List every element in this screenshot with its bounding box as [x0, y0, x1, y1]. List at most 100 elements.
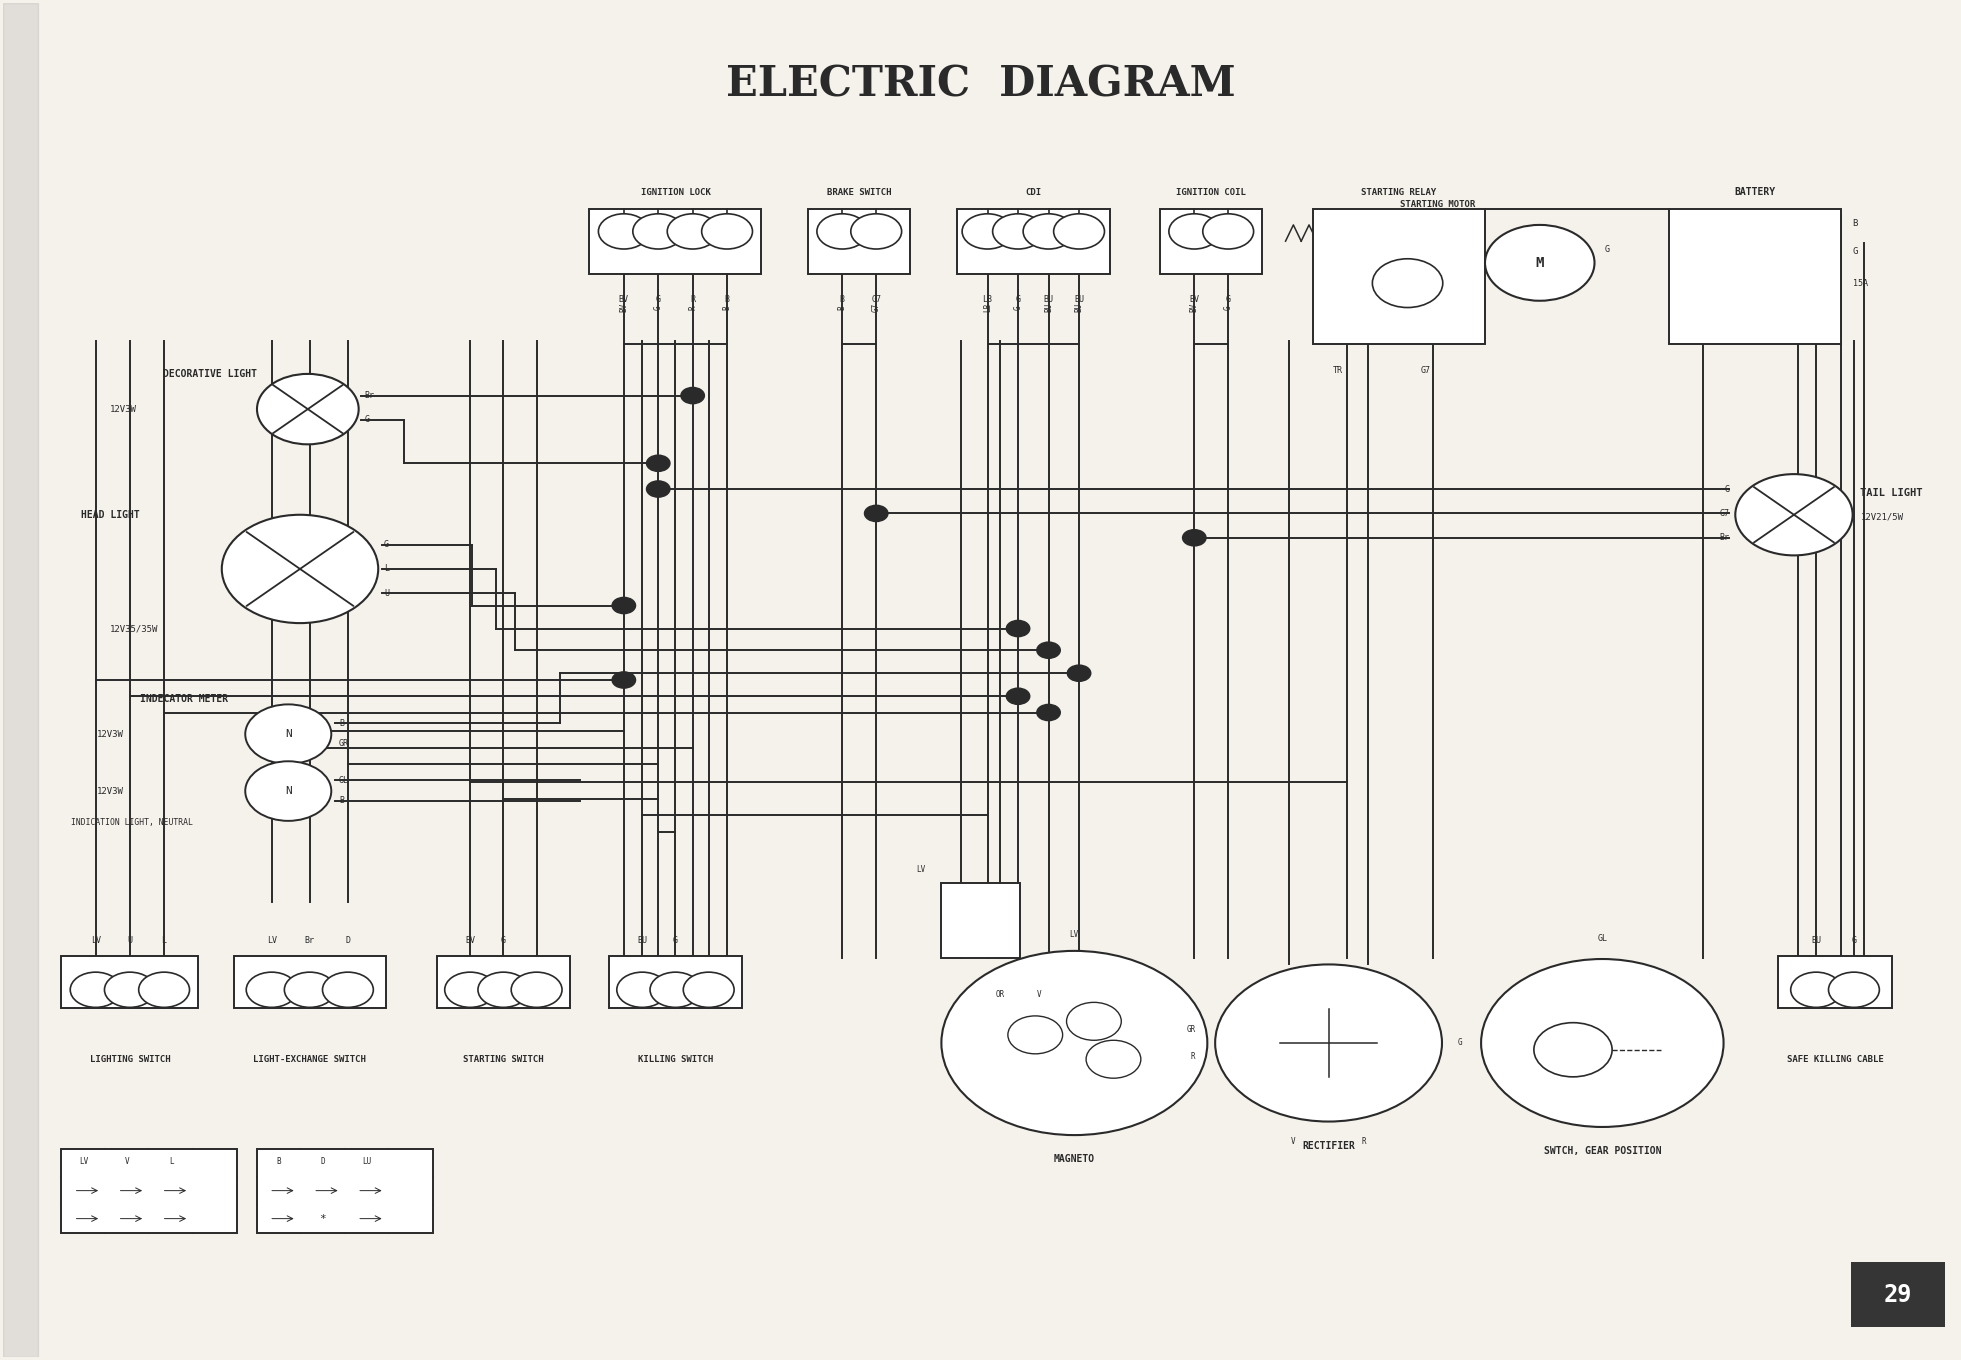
- Text: TR: TR: [1332, 366, 1343, 375]
- Text: G: G: [673, 937, 679, 945]
- Bar: [808, 208, 910, 273]
- Text: BV: BV: [1190, 303, 1198, 313]
- Circle shape: [1790, 972, 1841, 1008]
- Text: IGNITION COIL: IGNITION COIL: [1177, 188, 1245, 197]
- Text: G7: G7: [871, 295, 880, 305]
- Text: LV: LV: [916, 865, 926, 874]
- Text: G: G: [384, 540, 388, 549]
- Circle shape: [1024, 214, 1075, 249]
- Text: LV: LV: [90, 937, 100, 945]
- Text: IGNITION LOCK: IGNITION LOCK: [641, 188, 710, 197]
- Text: B: B: [277, 1157, 280, 1166]
- Circle shape: [257, 374, 359, 445]
- Text: D: D: [345, 937, 351, 945]
- Text: G: G: [1604, 245, 1610, 254]
- Text: R: R: [1361, 1137, 1367, 1146]
- Text: BV: BV: [1188, 295, 1200, 305]
- Bar: [437, 956, 571, 1008]
- Text: 29: 29: [1883, 1282, 1912, 1307]
- Circle shape: [1828, 972, 1879, 1008]
- Circle shape: [71, 972, 122, 1008]
- Text: G: G: [1724, 484, 1730, 494]
- Circle shape: [512, 972, 563, 1008]
- Text: ELECTRIC  DIAGRAM: ELECTRIC DIAGRAM: [726, 64, 1235, 106]
- Circle shape: [647, 481, 671, 498]
- Circle shape: [1037, 704, 1061, 721]
- Text: B: B: [837, 305, 847, 310]
- Bar: [257, 1149, 433, 1232]
- Circle shape: [851, 214, 902, 249]
- Circle shape: [1481, 959, 1724, 1127]
- Circle shape: [1086, 1040, 1141, 1078]
- Bar: [2, 3, 37, 1357]
- Text: L: L: [384, 564, 388, 574]
- Circle shape: [1735, 475, 1853, 555]
- Text: D: D: [322, 1157, 326, 1166]
- Text: GR: GR: [1186, 1025, 1196, 1034]
- Bar: [233, 956, 386, 1008]
- Text: L: L: [169, 1157, 175, 1166]
- Text: B: B: [1853, 219, 1857, 228]
- Text: SWTCH, GEAR POSITION: SWTCH, GEAR POSITION: [1543, 1146, 1661, 1156]
- Text: G: G: [1224, 305, 1233, 310]
- Text: R: R: [690, 295, 694, 305]
- Text: Br: Br: [365, 392, 375, 400]
- Text: BATTERY: BATTERY: [1734, 188, 1775, 197]
- Text: V: V: [1290, 1137, 1296, 1146]
- Circle shape: [1373, 258, 1443, 307]
- Text: B: B: [839, 295, 845, 305]
- Circle shape: [1169, 214, 1220, 249]
- Circle shape: [1008, 1016, 1063, 1054]
- Circle shape: [1216, 964, 1441, 1122]
- Text: 15A: 15A: [1853, 279, 1867, 288]
- Text: GL: GL: [339, 775, 349, 785]
- Text: HEAD LIGHT: HEAD LIGHT: [80, 510, 139, 520]
- Text: Br: Br: [304, 937, 316, 945]
- Circle shape: [1006, 620, 1030, 636]
- Bar: [590, 208, 761, 273]
- Circle shape: [445, 972, 496, 1008]
- Text: G: G: [1014, 305, 1022, 310]
- Circle shape: [478, 972, 529, 1008]
- Circle shape: [682, 972, 733, 1008]
- Text: M: M: [1535, 256, 1543, 269]
- Text: Br: Br: [1720, 533, 1730, 543]
- Text: BV: BV: [620, 295, 629, 305]
- Text: L: L: [161, 937, 167, 945]
- Bar: [1669, 208, 1841, 344]
- Text: LB: LB: [982, 303, 992, 313]
- Text: STARTING RELAY: STARTING RELAY: [1361, 188, 1437, 197]
- Circle shape: [1534, 1023, 1612, 1077]
- Circle shape: [1067, 665, 1090, 681]
- Circle shape: [618, 972, 667, 1008]
- Text: LV: LV: [267, 937, 277, 945]
- Text: *: *: [320, 1213, 326, 1224]
- Circle shape: [598, 214, 649, 249]
- Text: R: R: [688, 305, 698, 310]
- Bar: [1851, 1262, 1945, 1327]
- Text: 12V21/5W: 12V21/5W: [1861, 513, 1904, 522]
- Circle shape: [680, 388, 704, 404]
- Text: LV: LV: [1071, 930, 1079, 940]
- Circle shape: [612, 597, 635, 613]
- Text: R: R: [1190, 1053, 1196, 1061]
- Text: B: B: [339, 719, 343, 728]
- Text: G: G: [365, 415, 369, 424]
- Bar: [1314, 208, 1484, 344]
- Text: N: N: [284, 786, 292, 796]
- Text: U: U: [127, 937, 133, 945]
- Text: R: R: [1404, 279, 1410, 288]
- Circle shape: [1053, 214, 1104, 249]
- Circle shape: [992, 214, 1043, 249]
- Text: G: G: [1851, 937, 1857, 945]
- Text: TAIL LIGHT: TAIL LIGHT: [1861, 488, 1924, 498]
- Text: G7: G7: [873, 303, 880, 313]
- Circle shape: [247, 972, 296, 1008]
- Bar: [1779, 956, 1892, 1008]
- Circle shape: [245, 762, 331, 821]
- Text: V: V: [126, 1157, 129, 1166]
- Text: BU: BU: [1812, 937, 1822, 945]
- Text: STARTING SWITCH: STARTING SWITCH: [463, 1055, 543, 1064]
- Text: BU: BU: [1075, 295, 1084, 305]
- Text: CDI: CDI: [1026, 188, 1041, 197]
